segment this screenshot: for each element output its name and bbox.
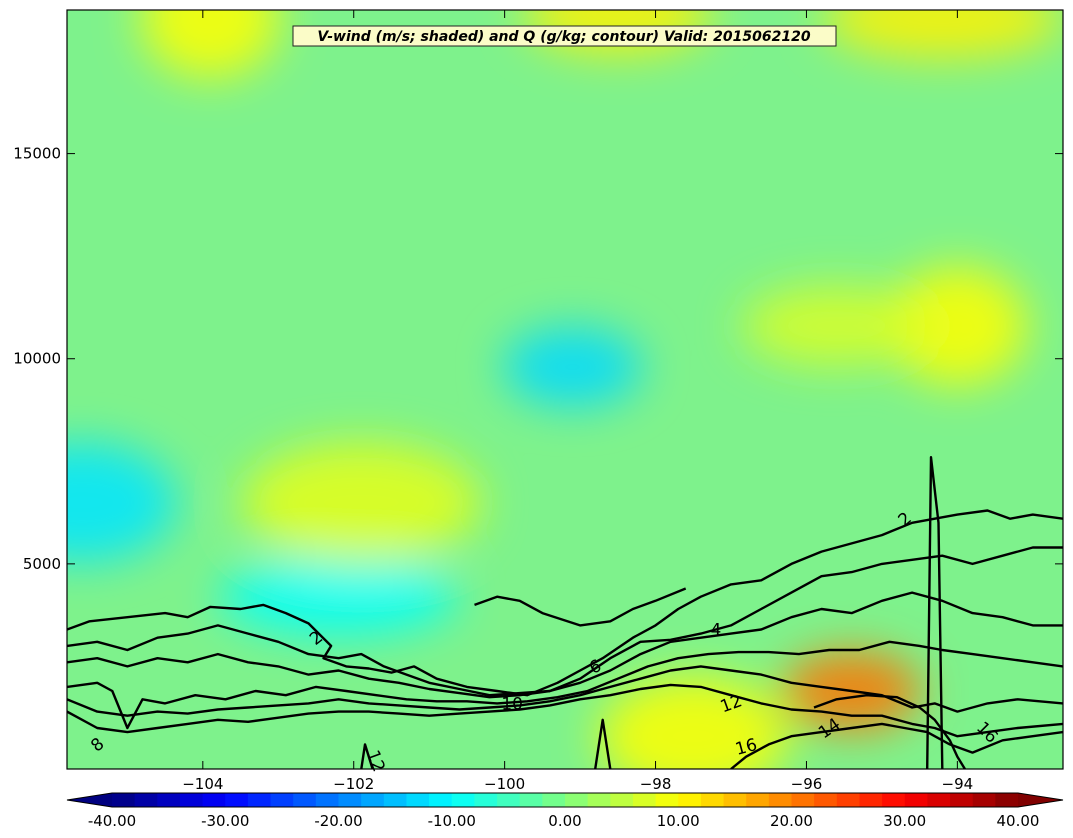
colorbar-segment (497, 793, 521, 807)
colorbar-segment (293, 793, 317, 807)
colorbar-segment (746, 793, 770, 807)
colorbar-segment (587, 793, 611, 807)
shading-blob (218, 556, 459, 637)
q-contour-line (594, 718, 612, 769)
chart-title-box: V-wind (m/s; shaded) and Q (g/kg; contou… (292, 25, 837, 47)
colorbar-extend-high (1018, 793, 1063, 807)
colorbar-segment (950, 793, 974, 807)
colorbar-segment (519, 793, 543, 807)
colorbar-tick-label: 0.00 (548, 812, 581, 830)
colorbar-tick-label: -10.00 (428, 812, 476, 830)
colorbar-segment (406, 793, 430, 807)
colorbar-segment (610, 793, 634, 807)
colorbar-segment (134, 793, 158, 807)
colorbar-segment (247, 793, 272, 807)
q-contours (67, 456, 1063, 769)
plot-frame (66, 9, 1064, 770)
colorbar-tick-label: 30.00 (883, 812, 926, 830)
x-tick-label: −96 (791, 775, 823, 793)
colorbar-segment (927, 793, 951, 807)
colorbar-segment (995, 793, 1019, 807)
q-contour-line (360, 743, 374, 769)
colorbar: -40.00 -30.00 -20.00 -10.00 0.00 10.00 20.00 30… (66, 792, 1064, 830)
colorbar-segment (270, 793, 294, 807)
vwind-shading (67, 10, 1063, 769)
colorbar-tick-label: 10.00 (657, 812, 700, 830)
shading-blob (741, 285, 932, 366)
colorbar-extend-low (67, 793, 112, 807)
colorbar-segment (383, 793, 408, 807)
colorbar-segment (655, 793, 679, 807)
colorbar-segment (791, 793, 815, 807)
colorbar-tick-label: -30.00 (201, 812, 249, 830)
shading-blob (887, 265, 1028, 386)
colorbar-segment (361, 793, 385, 807)
colorbar-segment (202, 793, 226, 807)
colorbar-tick-label: 40.00 (997, 812, 1040, 830)
colorbar-segment (836, 793, 861, 807)
chart-title: V-wind (m/s; shaded) and Q (g/kg; contou… (317, 29, 810, 45)
shading-blob (822, 10, 1063, 59)
shading-blob (140, 10, 281, 79)
colorbar-segment (565, 793, 589, 807)
colorbar-segment (451, 793, 475, 807)
colorbar-tick-label: 20.00 (770, 812, 813, 830)
q-contour-line (67, 640, 1063, 730)
colorbar-segment (904, 793, 928, 807)
shading-blob (67, 442, 178, 563)
x-tick-label: −100 (484, 775, 525, 793)
colorbar-segment (632, 793, 657, 807)
y-tick-label: 5000 (23, 555, 61, 573)
colorbar-segment (859, 793, 883, 807)
colorbar-tick-label: -40.00 (88, 812, 136, 830)
x-tick-label: −94 (942, 775, 974, 793)
q-contour-line (67, 509, 1063, 697)
q-contour-line (67, 591, 1063, 699)
colorbar-segment (972, 793, 996, 807)
y-tick-label: 10000 (13, 350, 61, 368)
colorbar-segment (474, 793, 498, 807)
x-axis: −104 −102 −100 −98 −96 −94 (182, 10, 973, 793)
colorbar-outline (66, 792, 1064, 808)
shading-blob (241, 442, 482, 563)
colorbar-segment (338, 793, 362, 807)
colorbar-segment (112, 793, 136, 807)
x-tick-label: −102 (333, 775, 374, 793)
colorbar-segment (814, 793, 838, 807)
q-contour-label: 10 (501, 694, 523, 714)
colorbar-segment (700, 793, 725, 807)
colorbar-segment (542, 793, 566, 807)
colorbar-segment (768, 793, 793, 807)
y-tick-label: 15000 (13, 145, 61, 163)
colorbar-segment (315, 793, 340, 807)
shading-blob (502, 326, 643, 407)
q-contour-line (474, 587, 687, 627)
colorbar-tick-label: -20.00 (314, 812, 362, 830)
x-tick-label: −98 (640, 775, 672, 793)
colorbar-segment (429, 793, 453, 807)
x-tick-label: −104 (182, 775, 223, 793)
colorbar-segment (723, 793, 747, 807)
y-axis: 5000 10000 15000 (13, 145, 1063, 573)
q-contour-line (67, 665, 1063, 717)
q-contour-line (730, 722, 1063, 769)
q-contour-line (67, 683, 1063, 738)
shading-blob (598, 676, 789, 769)
q-contour-line (813, 694, 966, 769)
colorbar-segment (678, 793, 702, 807)
q-contour-label: 4 (710, 621, 721, 641)
colorbar-segment (882, 793, 906, 807)
q-contour-line (926, 456, 944, 769)
colorbar-segment (179, 793, 204, 807)
colorbar-segment (157, 793, 181, 807)
colorbar-segment (225, 793, 249, 807)
